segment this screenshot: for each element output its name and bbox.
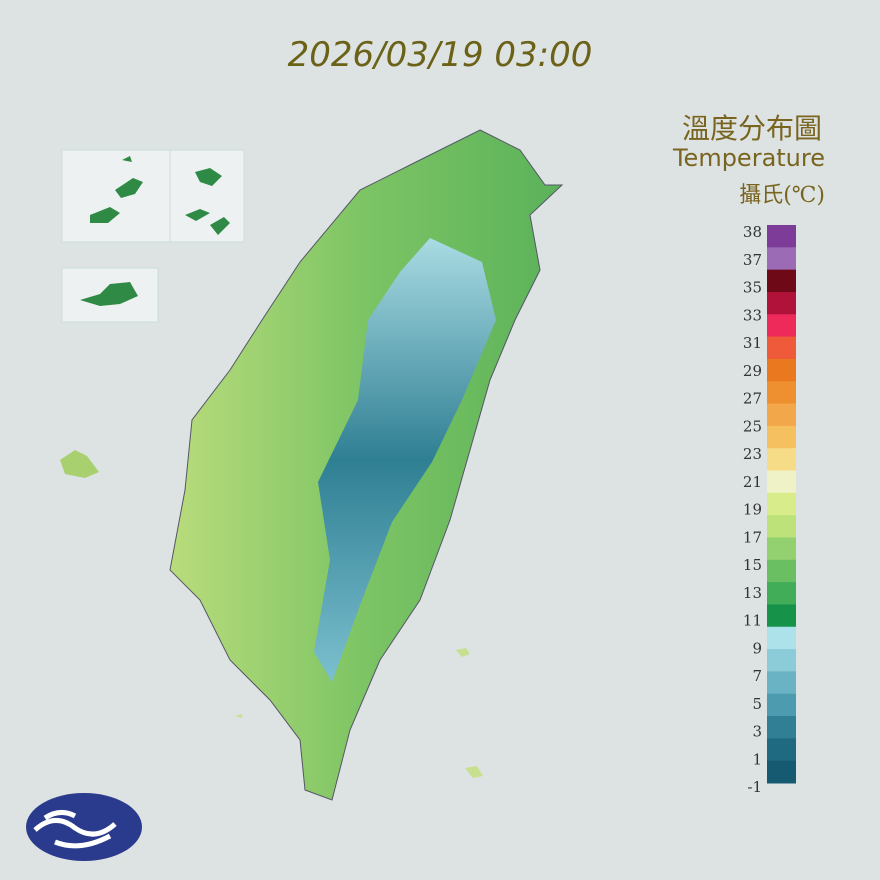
legend-swatch: [767, 649, 796, 672]
legend-swatch: [767, 693, 796, 717]
legend-swatch: [767, 515, 796, 538]
legend-tick-label: 35: [743, 279, 762, 297]
logo-waves: [33, 810, 117, 849]
island: [60, 450, 99, 478]
legend-swatch: [767, 604, 796, 628]
legend-tick-label: 38: [743, 223, 762, 241]
legend-swatch: [767, 559, 796, 583]
timestamp: 2026/03/19 03:00: [288, 35, 593, 75]
legend-swatch: [767, 492, 796, 516]
mountain-area: [314, 238, 496, 682]
legend-tick-label: 21: [743, 473, 762, 491]
legend-tick-label: 27: [743, 390, 762, 408]
legend-tick-label: 29: [743, 362, 762, 380]
legend-tick-label: 25: [743, 417, 762, 435]
island: [80, 282, 138, 306]
title: 溫度分布圖: [682, 112, 822, 145]
legend-swatch: [767, 291, 796, 315]
legend-tick-label: 7: [752, 667, 762, 685]
legend-swatch: [767, 425, 796, 449]
legend-swatch: [767, 537, 796, 561]
legend-swatch: [767, 470, 796, 494]
legend-swatch: [767, 358, 796, 382]
island: [185, 168, 230, 235]
inset-box: [61, 267, 159, 323]
legend-tick-label: 17: [743, 528, 762, 546]
legend-swatch: [767, 626, 796, 650]
legend-tick-label: 13: [743, 584, 762, 602]
logo: [26, 793, 142, 861]
legend-swatch: [767, 716, 796, 739]
legend-swatch: [767, 336, 796, 360]
legend-swatch: [767, 448, 796, 472]
legend-swatch: [767, 671, 796, 695]
legend-tick-label: 3: [752, 723, 762, 741]
legend-tick-label: 37: [743, 251, 762, 269]
unit: 攝氏(℃): [739, 183, 825, 208]
legend-swatch: [767, 269, 796, 293]
legend-swatch: [767, 403, 796, 427]
legend-swatch: [767, 225, 796, 248]
legend-tick-label: 31: [743, 334, 762, 352]
legend-tick-label: -1: [747, 778, 762, 796]
insets: [60, 149, 483, 778]
legend-tick-label: 23: [743, 445, 762, 463]
legend-tick-label: 9: [752, 639, 762, 657]
legend-swatch: [767, 381, 796, 405]
logo-ellipse: [26, 793, 142, 861]
legend-swatch: [767, 314, 796, 338]
legend-swatch: [767, 247, 796, 271]
subtitle: Temperature: [672, 144, 825, 172]
legend-swatch: [767, 760, 796, 784]
legend-swatch: [767, 582, 796, 605]
legend-tick-label: 15: [743, 556, 762, 574]
island: [90, 156, 143, 223]
legend-swatch: [767, 738, 796, 762]
legend-tick-label: 5: [752, 695, 762, 713]
legend-tick-label: 33: [743, 306, 762, 324]
legend-tick-label: 11: [743, 612, 762, 630]
legend-tick-label: 1: [752, 750, 762, 768]
legend-tick-label: 19: [743, 501, 762, 519]
